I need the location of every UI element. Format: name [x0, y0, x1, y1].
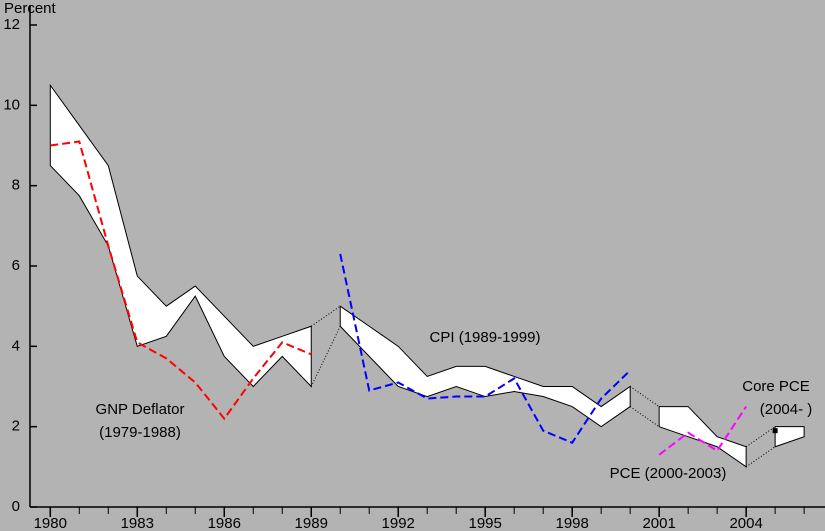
series-label: (2004- )	[760, 401, 813, 418]
x-tick-label: 2001	[642, 515, 675, 531]
series-label: PCE (2000-2003)	[610, 465, 727, 482]
x-tick-label: 1998	[555, 515, 588, 531]
series-label: (1979-1988)	[99, 424, 181, 441]
band-connector	[629, 386, 660, 407]
series-label: CPI (1989-1999)	[430, 329, 541, 346]
band-connector	[745, 426, 776, 448]
y-tick-label: 4	[12, 337, 20, 354]
y-tick-label: 2	[12, 418, 20, 435]
x-tick-label: 2004	[729, 515, 762, 531]
target-band	[774, 426, 805, 448]
series-label: GNP Deflator	[96, 401, 185, 418]
x-tick-label: 1983	[121, 515, 154, 531]
y-tick-label: 6	[12, 257, 20, 274]
band-connector	[310, 326, 341, 387]
x-tick-label: 1995	[469, 515, 502, 531]
band-connector	[745, 446, 776, 468]
band-connector	[629, 406, 660, 428]
band-connector	[310, 305, 341, 327]
y-tick-label: 12	[3, 16, 20, 33]
target-band	[49, 83, 312, 388]
x-tick-label: 1980	[34, 515, 67, 531]
target-band	[339, 305, 631, 428]
series-line	[658, 406, 747, 456]
series-line	[50, 140, 312, 421]
y-tick-label: 10	[3, 96, 20, 113]
x-tick-label: 1986	[208, 515, 241, 531]
y-tick-label: 8	[12, 177, 20, 194]
x-tick-label: 1989	[295, 515, 328, 531]
x-tick-label: 1992	[382, 515, 415, 531]
series-label: Core PCE	[742, 378, 810, 395]
series-point	[772, 428, 778, 434]
y-tick-label: 0	[12, 498, 20, 515]
series-line	[339, 253, 631, 444]
target-band	[658, 406, 747, 468]
